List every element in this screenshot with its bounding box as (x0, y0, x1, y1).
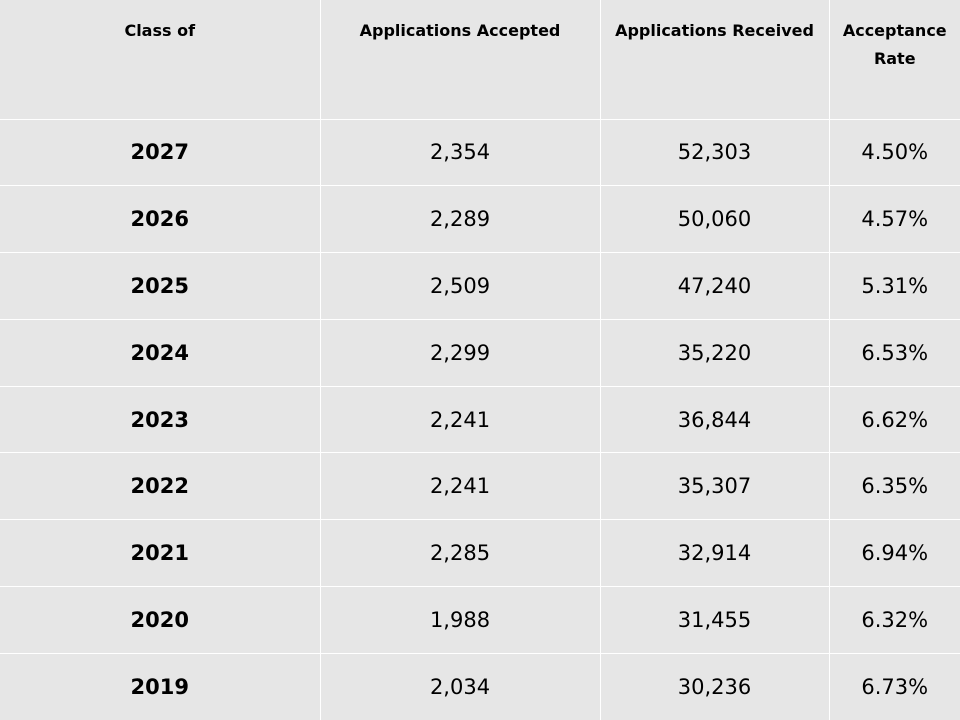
table-row: 2020 1,988 31,455 6.32% (0, 586, 960, 654)
cell-class-year: 2027 (0, 118, 321, 187)
cell-applications-accepted: 2,034 (319, 652, 601, 720)
cell-acceptance-rate: 4.50% (828, 118, 960, 187)
cell-applications-accepted: 2,289 (319, 185, 601, 254)
table-row: 2025 2,509 47,240 5.31% (0, 252, 960, 320)
cell-acceptance-rate: 6.32% (828, 586, 960, 654)
table-row: 2019 2,034 30,236 6.73% (0, 652, 960, 720)
table-row: 2022 2,241 35,307 6.35% (0, 452, 960, 521)
cell-class-year: 2022 (0, 452, 321, 521)
cell-acceptance-rate: 5.31% (828, 252, 960, 320)
header-applications-received: Applications Received (599, 0, 830, 120)
cell-applications-accepted: 2,241 (319, 385, 601, 454)
cell-applications-received: 31,455 (599, 586, 830, 654)
cell-acceptance-rate: 6.35% (828, 452, 960, 521)
cell-class-year: 2020 (0, 586, 321, 654)
header-applications-accepted: Applications Accepted (319, 0, 601, 120)
cell-applications-accepted: 1,988 (319, 586, 601, 654)
cell-class-year: 2021 (0, 519, 321, 588)
cell-applications-received: 36,844 (599, 385, 830, 454)
cell-applications-accepted: 2,509 (319, 252, 601, 320)
cell-class-year: 2024 (0, 318, 321, 387)
cell-acceptance-rate: 4.57% (828, 185, 960, 254)
cell-acceptance-rate: 6.73% (828, 652, 960, 720)
table-row: 2027 2,354 52,303 4.50% (0, 118, 960, 187)
cell-applications-accepted: 2,299 (319, 318, 601, 387)
cell-acceptance-rate: 6.53% (828, 318, 960, 387)
header-class-of: Class of (0, 0, 321, 120)
table-row: 2021 2,285 32,914 6.94% (0, 519, 960, 588)
cell-applications-received: 35,220 (599, 318, 830, 387)
cell-applications-received: 30,236 (599, 652, 830, 720)
cell-applications-received: 32,914 (599, 519, 830, 588)
header-row: Class of Applications Accepted Applicati… (0, 0, 960, 120)
cell-class-year: 2026 (0, 185, 321, 254)
cell-applications-accepted: 2,285 (319, 519, 601, 588)
cell-class-year: 2023 (0, 385, 321, 454)
table-row: 2026 2,289 50,060 4.57% (0, 185, 960, 254)
cell-class-year: 2019 (0, 652, 321, 720)
cell-applications-received: 52,303 (599, 118, 830, 187)
table-row: 2023 2,241 36,844 6.62% (0, 385, 960, 454)
cell-class-year: 2025 (0, 252, 321, 320)
cell-acceptance-rate: 6.62% (828, 385, 960, 454)
header-acceptance-rate: Acceptance Rate (828, 0, 960, 120)
table-row: 2024 2,299 35,220 6.53% (0, 318, 960, 387)
cell-applications-accepted: 2,241 (319, 452, 601, 521)
cell-applications-received: 35,307 (599, 452, 830, 521)
cell-applications-received: 47,240 (599, 252, 830, 320)
cell-acceptance-rate: 6.94% (828, 519, 960, 588)
cell-applications-accepted: 2,354 (319, 118, 601, 187)
cell-applications-received: 50,060 (599, 185, 830, 254)
